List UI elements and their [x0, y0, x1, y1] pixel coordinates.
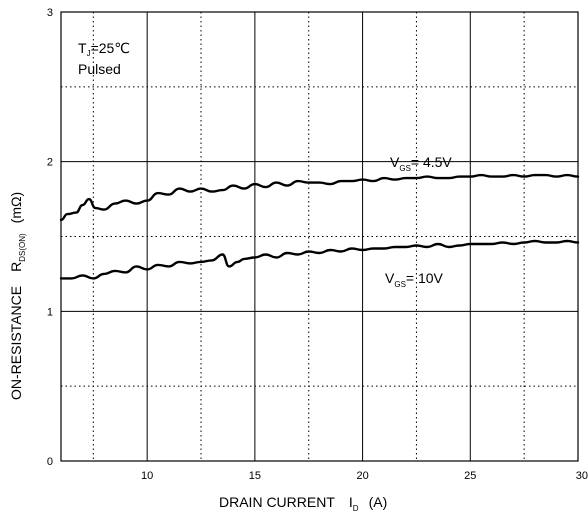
series-label-10v: VGS= 10V [385, 270, 444, 289]
series-label-10v-subscript: GS [394, 280, 406, 289]
x-tick-label: 30 [576, 470, 588, 482]
x-axis-title: DRAIN CURRENT ID (A) [219, 494, 387, 513]
plot-frame [60, 11, 579, 462]
series-label-4-5v-suffix: = 4.5V [411, 154, 453, 170]
tick-labels: 10 15 20 25 30 0 1 2 3 [47, 7, 588, 482]
y-tick-label: 1 [47, 306, 53, 318]
x-tick-label: 10 [141, 470, 153, 482]
condition-tj-value: =25℃ [91, 40, 130, 56]
condition-tj: TJ=25℃ [78, 40, 130, 58]
series-label-4-5v: VGS= 4.5V [390, 154, 452, 173]
test-conditions: TJ=25℃ Pulsed [78, 40, 130, 77]
series-label-4-5v-subscript: GS [399, 164, 411, 173]
y-axis-title: ON-RESISTANCE RDS(ON) (mΩ) [8, 192, 27, 400]
y-tick-label: 0 [47, 456, 53, 468]
series-label-10v-prefix: V [385, 270, 395, 286]
x-axis-title-symbol: I [349, 494, 353, 510]
series-line-4-5v [59, 173, 580, 222]
x-tick-label: 20 [356, 470, 368, 482]
y-axis-title-text: ON-RESISTANCE [8, 286, 24, 400]
y-axis-title-unit: (mΩ) [8, 192, 24, 223]
x-tick-label: 25 [464, 470, 476, 482]
curves [59, 173, 580, 280]
x-tick-label: 15 [249, 470, 261, 482]
y-tick-label: 2 [47, 157, 53, 169]
condition-tj-symbol: T [78, 40, 87, 56]
grid [61, 12, 578, 461]
x-axis-title-unit: (A) [369, 494, 388, 510]
x-axis-title-subscript: D [353, 504, 359, 513]
y-axis-title-symbol: R [8, 262, 24, 272]
series-line-10v [59, 239, 580, 280]
series-label-10v-suffix: = 10V [406, 270, 444, 286]
y-axis-title-subscript: DS(ON) [18, 233, 27, 262]
x-axis-title-text: DRAIN CURRENT [219, 494, 335, 510]
series-label-4-5v-prefix: V [390, 154, 400, 170]
y-tick-label: 3 [47, 7, 53, 19]
condition-tj-subscript: J [87, 49, 91, 58]
condition-pulsed: Pulsed [78, 61, 121, 77]
